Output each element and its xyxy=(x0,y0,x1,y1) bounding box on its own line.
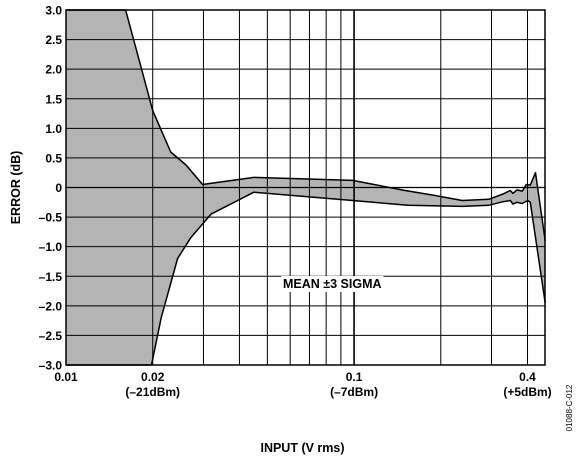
lower-sigma-line xyxy=(66,191,546,366)
x-tick-sublabel: (–7dBm) xyxy=(330,385,378,399)
sigma-annotation: MEAN ±3 SIGMA xyxy=(283,277,382,291)
plot-frame xyxy=(65,9,546,366)
y-tick-label: –2.0 xyxy=(39,299,63,313)
y-tick-label: 3.0 xyxy=(45,4,62,18)
series-lines-layer xyxy=(66,9,546,366)
y-tick-label: –2.5 xyxy=(39,329,63,343)
tick-labels-layer: 3.0 2.5 2.0 1.5 1.0 0.5 0 –0.5 –1.0 –1.5 –2.0 –2.5 –… xyxy=(39,4,552,400)
x-tick-sublabel: (+5dBm) xyxy=(503,385,551,399)
y-tick-label: 1.5 xyxy=(45,92,62,106)
y-axis-title: ERROR (dB) xyxy=(9,151,23,225)
x-tick-label: 0.02 xyxy=(141,370,165,384)
x-axis-title: INPUT (V rms) xyxy=(260,441,344,455)
annotation-background xyxy=(281,276,384,292)
x-tick-label: 0.01 xyxy=(54,370,78,384)
y-tick-label: 2.5 xyxy=(45,33,62,47)
y-tick-label: –3.0 xyxy=(39,359,63,373)
y-tick-label: 0 xyxy=(55,181,62,195)
x-tick-label: 0.4 xyxy=(519,370,536,384)
y-tick-label: –1.0 xyxy=(39,240,63,254)
y-tick-label: –0.5 xyxy=(39,211,63,225)
y-tick-label: –1.5 xyxy=(39,270,63,284)
y-tick-label: 0.5 xyxy=(45,151,62,165)
x-tick-label: 0.1 xyxy=(346,370,363,384)
figure-id: 01088-C-012 xyxy=(565,384,574,431)
y-tick-label: 1.0 xyxy=(45,122,62,136)
upper-sigma-line xyxy=(66,9,546,241)
y-tick-label: 2.0 xyxy=(45,63,62,77)
x-tick-sublabel: (–21dBm) xyxy=(125,385,180,399)
grid-layer xyxy=(66,10,545,365)
